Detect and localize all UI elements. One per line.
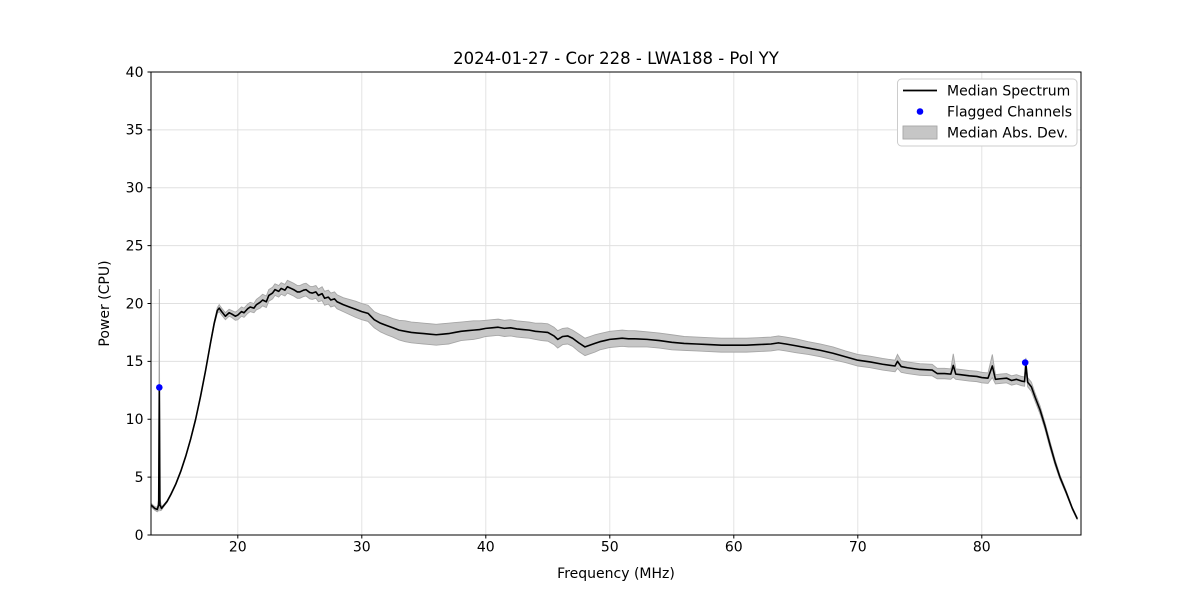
flagged-channel-dot	[156, 384, 163, 391]
legend-frame	[897, 78, 1078, 147]
x-tick-label: 80	[973, 540, 991, 556]
x-tick-label: 70	[849, 540, 867, 556]
y-tick-label: 0	[135, 528, 144, 544]
y-tick-label: 10	[126, 412, 144, 428]
flagged-channel-dot	[1021, 359, 1029, 366]
legend-label-flagged-channels: Flagged Channels	[947, 105, 1072, 121]
x-tick-label: 30	[353, 540, 371, 556]
y-tick-label: 5	[135, 470, 144, 486]
grid-lines	[151, 71, 1081, 536]
y-tick-label: 30	[126, 181, 144, 197]
y-axis-label: Power (CPU)	[97, 260, 113, 346]
x-tick-label: 60	[725, 540, 743, 556]
flagged-channel-points	[156, 359, 1029, 391]
x-tick-label: 20	[229, 540, 247, 556]
median-spectrum-line	[150, 285, 1079, 520]
x-axis-label: Frequency (MHz)	[557, 566, 675, 582]
x-tick-label: 40	[477, 540, 495, 556]
median-spectrum-path	[150, 285, 1079, 520]
y-tick-label: 40	[126, 65, 144, 81]
y-tick-label: 20	[126, 296, 144, 312]
chart-title: 2024-01-27 - Cor 228 - LWA188 - Pol YY	[453, 49, 780, 68]
y-axis-ticks: 0 5 10 15 20 25 30 35 40	[126, 65, 151, 544]
legend-label-median-abs-dev: Median Abs. Dev.	[947, 126, 1068, 142]
x-tick-label: 50	[601, 540, 619, 556]
x-axis-ticks: 20 30 40 50 60 70 80	[229, 535, 991, 556]
mad-band	[150, 279, 1078, 521]
legend-label-median-spectrum: Median Spectrum	[947, 84, 1070, 100]
legend-point-sample-icon	[916, 108, 924, 115]
y-tick-label: 35	[126, 123, 144, 139]
mad-band-area	[150, 279, 1078, 521]
y-tick-label: 15	[126, 354, 144, 370]
y-tick-label: 25	[126, 238, 144, 254]
legend: Median Spectrum Flagged Channels Median …	[897, 78, 1078, 147]
legend-patch-sample-icon	[902, 125, 938, 140]
